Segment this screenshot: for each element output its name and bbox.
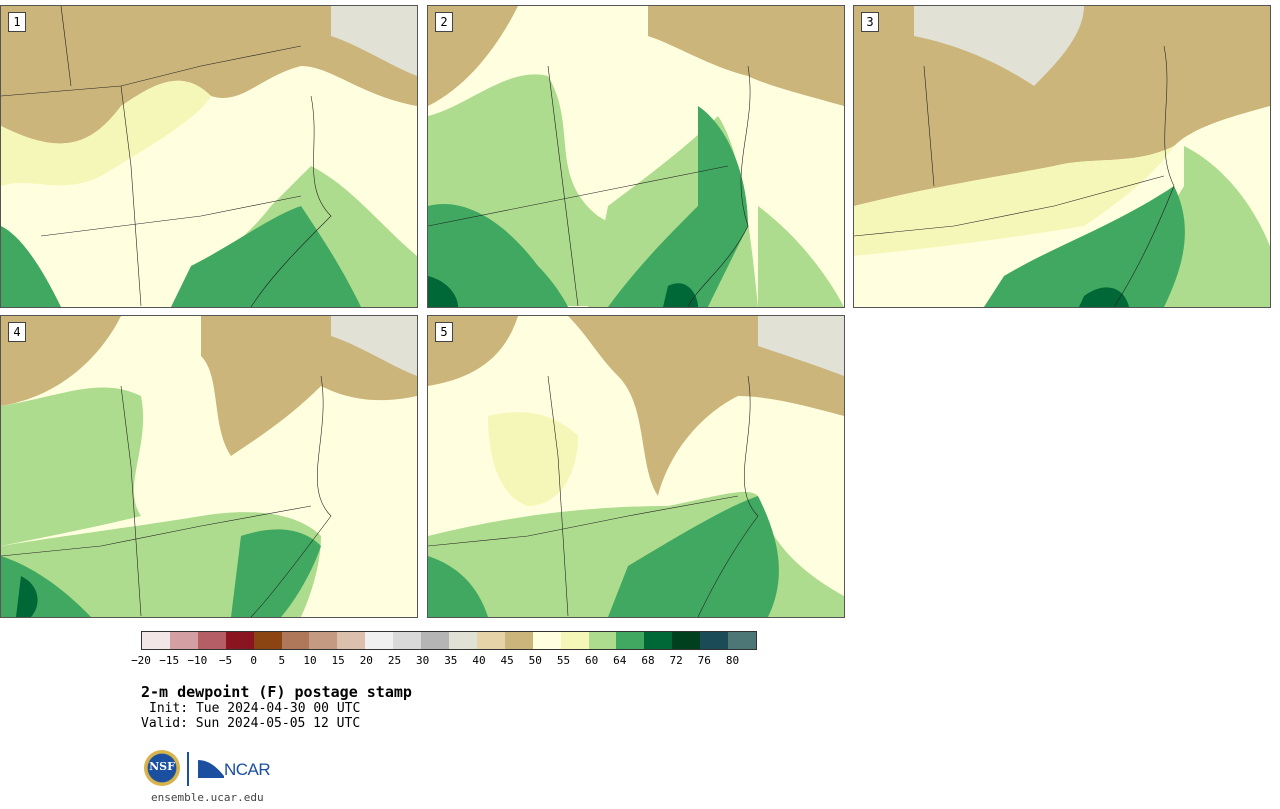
colorbar-swatch [169,632,198,649]
colorbar-swatch [532,632,561,649]
map-panel-3: 3 [853,5,1271,308]
map-panel-1: 1 [0,5,418,308]
colorbar-tick-label: −15 [159,654,180,667]
colorbar-tick-label: 60 [585,654,599,667]
panel-label-5: 5 [435,322,453,342]
colorbar-swatch [560,632,589,649]
dewpoint-map-2 [428,6,844,307]
map-panel-2: 2 [427,5,845,308]
plot-title: 2-m dewpoint (F) postage stamp [141,683,412,701]
colorbar-swatch [421,632,449,649]
ncar-logo: NCAR [224,760,271,779]
colorbar-tick-label: 64 [613,654,627,667]
valid-time: Valid: Sun 2024-05-05 12 UTC [141,716,361,731]
dewpoint-map-4 [1,316,417,617]
colorbar-tick-label: 30 [416,654,430,667]
colorbar-swatch [588,632,617,649]
colorbar-tick-label: 76 [697,654,711,667]
colorbar-swatch [448,632,477,649]
colorbar-swatch [700,632,729,649]
colorbar-tick-label: 72 [669,654,683,667]
colorbar-swatch [476,632,505,649]
nsf-logo: NSF [144,750,180,786]
colorbar-swatch [504,632,533,649]
map-panel-4: 4 [0,315,418,618]
colorbar-swatch [616,632,645,649]
colorbar-tick-label: 68 [641,654,655,667]
ncar-logo-mark [198,760,224,778]
colorbar-swatch [365,632,394,649]
colorbar-tick-label: −20 [131,654,151,667]
dewpoint-map-3 [854,6,1270,307]
panel-label-1: 1 [8,12,26,32]
colorbar-swatch [253,632,282,649]
colorbar-tick-label: 20 [359,654,373,667]
colorbar-tick-label: 10 [303,654,317,667]
colorbar-tick-label: 25 [387,654,402,667]
website-url: ensemble.ucar.edu [151,791,264,804]
dewpoint-map-5 [428,316,844,617]
panel-label-3: 3 [861,12,879,32]
colorbar-tick-label: 15 [331,654,345,667]
colorbar-tick-label: 0 [250,654,257,667]
colorbar-tick-label: 35 [444,654,458,667]
colorbar-swatch [393,632,422,649]
panel-label-4: 4 [8,322,26,342]
colorbar-swatch [644,632,673,649]
colorbar-tick-labels: −20 −15 −10 −5 0 5 10 15 20 25 30 35 40 45 50 55 60 64 68 7… [131,650,755,667]
colorbar-tick-label: 45 [500,654,514,667]
colorbar-tick-label: 80 [725,654,740,667]
colorbar-swatch [281,632,310,649]
dewpoint-map-1 [1,6,417,307]
colorbar-tick-label: 55 [556,654,571,667]
colorbar-swatch [672,632,701,649]
colorbar-swatch [142,632,170,649]
colorbar-tick-label: −5 [218,654,233,667]
map-panel-5: 5 [427,315,845,618]
colorbar-swatch [337,632,366,649]
colorbar-tick-label: 40 [472,654,486,667]
colorbar-tick-label: 5 [278,654,286,667]
colorbar-tick-label: −10 [187,654,208,667]
colorbar-swatch [728,632,756,649]
panel-label-2: 2 [435,12,453,32]
colorbar-swatch [197,632,226,649]
colorbar-swatch [309,632,338,649]
init-time: Init: Tue 2024-04-30 00 UTC [149,701,361,716]
sponsor-logos: NSF NCAR [144,750,274,790]
colorbar [141,631,757,650]
colorbar-swatch [225,632,254,649]
colorbar-tick-label: 50 [528,654,542,667]
logo-divider [187,752,189,786]
